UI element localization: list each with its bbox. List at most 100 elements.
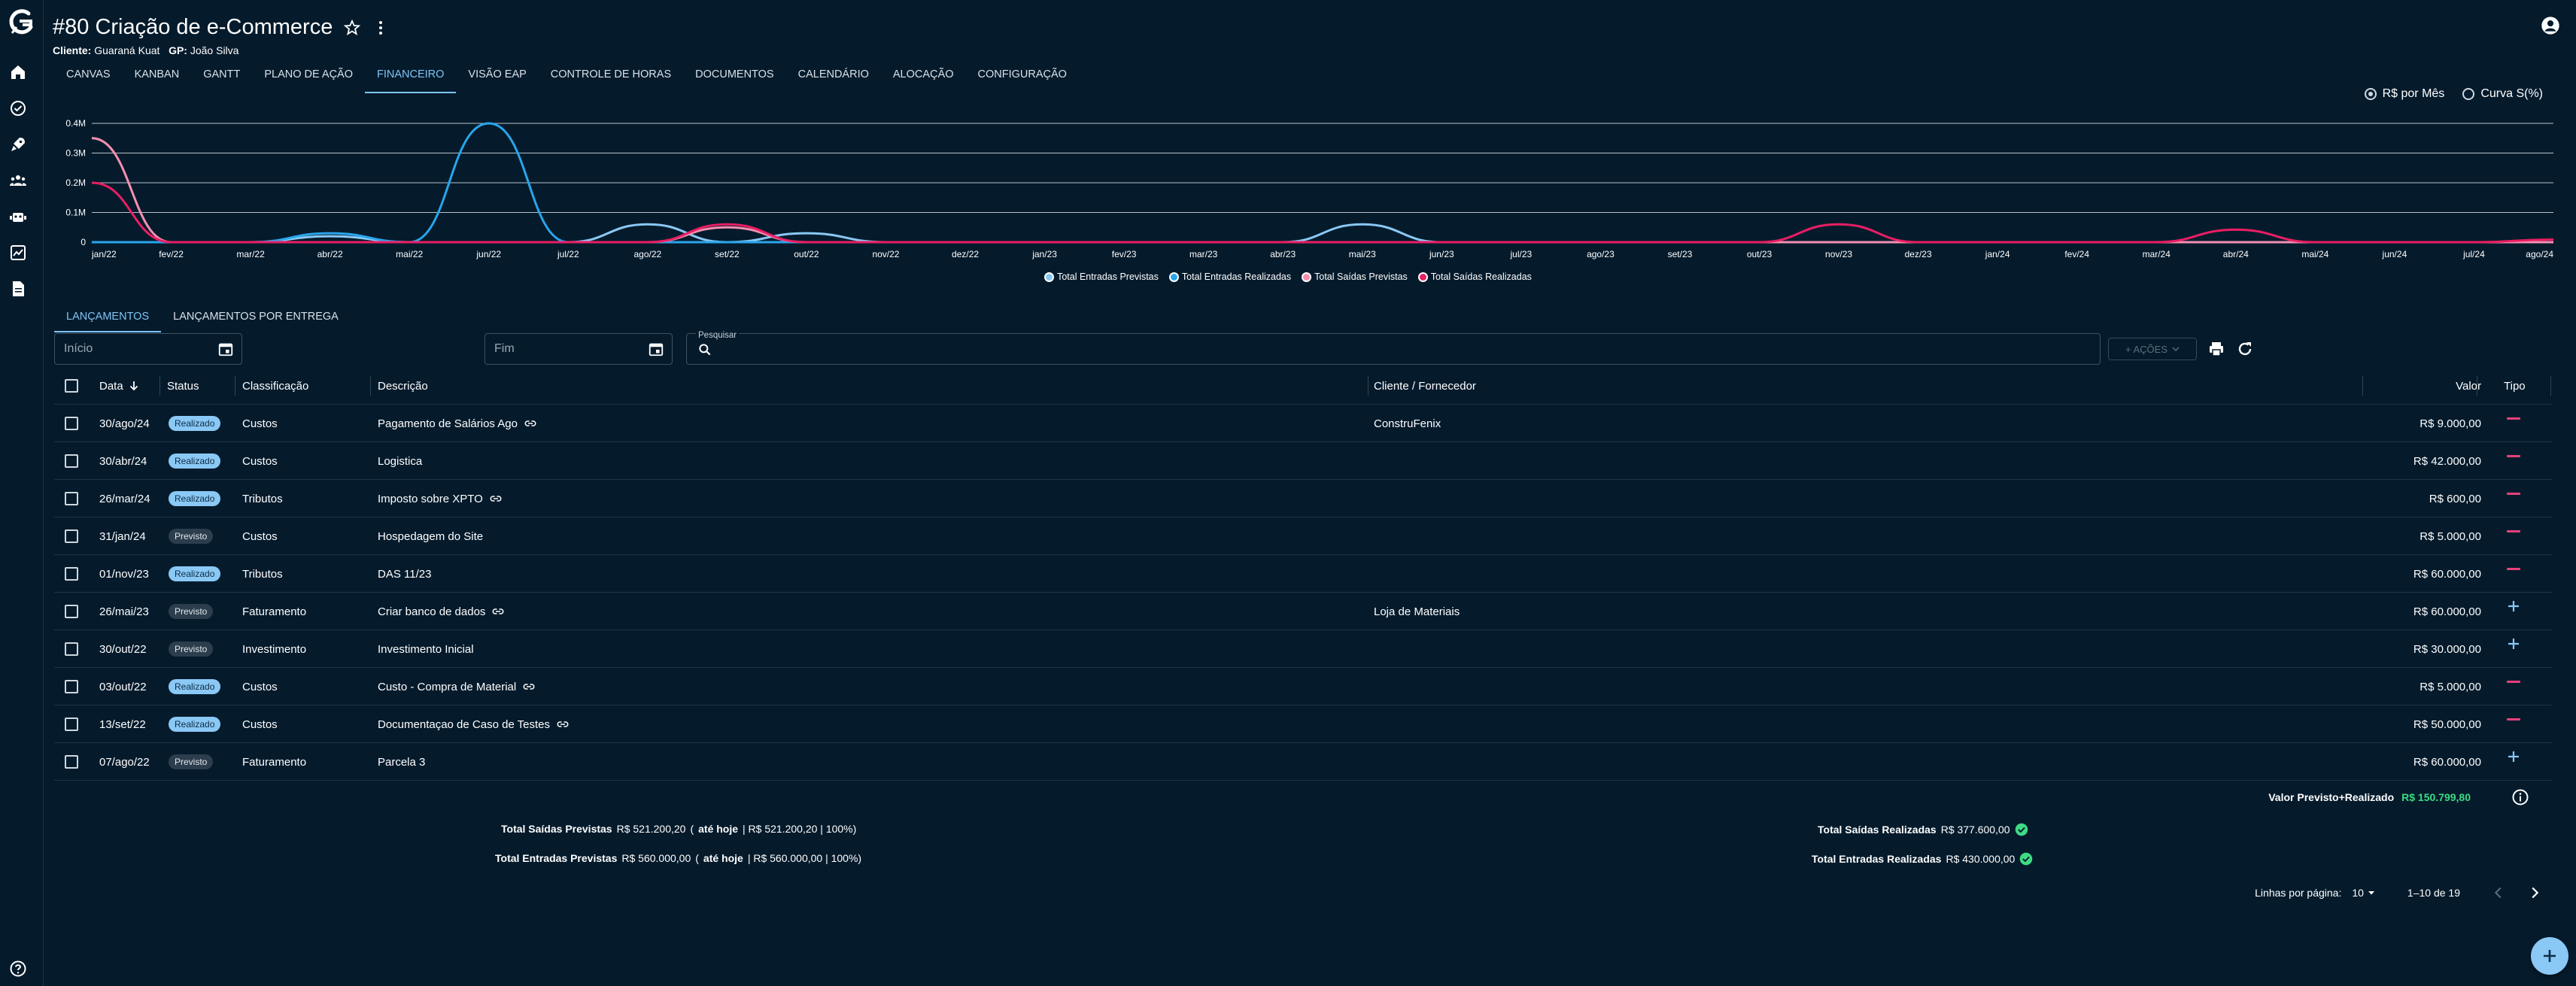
saidas-realizadas-label: Total Saídas Realizadas	[1818, 824, 1937, 836]
calendar-icon[interactable]	[648, 341, 664, 357]
cell-descricao[interactable]: Imposto sobre XPTO	[378, 480, 503, 517]
table-row[interactable]: 01/nov/23 Realizado Tributos DAS 11/23 R$ 60…	[54, 555, 2552, 593]
tab-configuracao[interactable]: CONFIGURAÇÃO	[977, 68, 1067, 80]
cell-valor: R$ 42.000,00	[2413, 454, 2481, 468]
column-header-classificacao[interactable]: Classificação	[242, 379, 309, 393]
more-vert-icon[interactable]	[372, 19, 390, 37]
cell-descricao[interactable]: Pagamento de Salários Ago	[378, 405, 537, 442]
row-checkbox[interactable]	[65, 705, 78, 743]
chevron-left-icon[interactable]	[2490, 884, 2507, 901]
cell-descricao[interactable]: Hospedagem do Site	[378, 517, 483, 555]
legend-item[interactable]: Total Saídas Previstas	[1302, 272, 1408, 282]
row-checkbox[interactable]	[65, 405, 78, 442]
radio-rs-por-mes[interactable]: R$ por Mês	[2364, 87, 2444, 101]
column-header-tipo[interactable]: Tipo	[2504, 379, 2526, 393]
row-checkbox[interactable]	[65, 593, 78, 630]
chevron-right-icon[interactable]	[2526, 884, 2543, 901]
cell-descricao[interactable]: Custo - Compra de Material	[378, 668, 536, 705]
star-icon[interactable]	[343, 19, 361, 37]
cell-valor: R$ 50.000,00	[2413, 718, 2481, 731]
help-icon[interactable]	[9, 960, 27, 978]
select-all-checkbox[interactable]	[65, 367, 78, 405]
plus-icon	[2508, 639, 2519, 649]
row-checkbox[interactable]	[65, 743, 78, 781]
table-row[interactable]: 30/ago/24 Realizado Custos Pagamento de Sal…	[54, 405, 2552, 442]
tab-gantt[interactable]: GANTT	[203, 68, 241, 80]
row-checkbox[interactable]	[65, 442, 78, 480]
link-icon[interactable]	[522, 680, 536, 693]
people-icon[interactable]	[9, 171, 27, 190]
cell-descricao[interactable]: Investimento Inicial	[378, 630, 474, 668]
acoes-button[interactable]: + AÇÕES	[2108, 338, 2197, 360]
chart-icon[interactable]	[9, 244, 27, 262]
tab-financeiro[interactable]: FINANCEIRO	[365, 60, 457, 93]
legend-item[interactable]: Total Entradas Realizadas	[1168, 272, 1291, 282]
tab-alocacao[interactable]: ALOCAÇÃO	[892, 68, 954, 80]
row-checkbox[interactable]	[65, 517, 78, 555]
link-icon[interactable]	[489, 492, 503, 505]
check-circle-nav-icon[interactable]	[9, 99, 27, 117]
legend-item[interactable]: Total Saídas Realizadas	[1417, 272, 1532, 282]
link-icon[interactable]	[556, 718, 570, 731]
rows-per-page-value: 10	[2352, 887, 2364, 899]
cell-descricao[interactable]: Logistica	[378, 442, 422, 480]
subtab-lancamentos-por-entrega[interactable]: LANÇAMENTOS POR ENTREGA	[173, 311, 339, 323]
table-row[interactable]: 07/ago/22 Previsto Faturamento Parcela 3 R$ …	[54, 743, 2552, 781]
tab-plano-de-acao[interactable]: PLANO DE AÇÃO	[264, 68, 353, 80]
column-header-data[interactable]: Data	[99, 367, 140, 405]
home-icon[interactable]	[9, 63, 27, 81]
table-row[interactable]: 26/mar/24 Realizado Tributos Imposto sobre …	[54, 480, 2552, 517]
saidas-previstas-label: Total Saídas Previstas	[501, 823, 612, 835]
cell-descricao[interactable]: Criar banco de dados	[378, 593, 505, 630]
row-checkbox[interactable]	[65, 480, 78, 517]
column-header-descricao[interactable]: Descrição	[378, 379, 428, 393]
refresh-icon[interactable]	[2236, 340, 2254, 358]
document-icon[interactable]	[9, 280, 27, 298]
row-checkbox[interactable]	[65, 555, 78, 593]
table-row[interactable]: 13/set/22 Realizado Custos Documentaçao de …	[54, 705, 2552, 743]
tab-calendario[interactable]: CALENDÁRIO	[797, 68, 869, 80]
tab-controle-de-horas[interactable]: CONTROLE DE HORAS	[550, 68, 672, 80]
app-logo-icon[interactable]	[6, 8, 36, 38]
column-header-cliente-fornecedor[interactable]: Cliente / Fornecedor	[1374, 379, 1476, 393]
entradas-realizadas-value: R$ 430.000,00	[1946, 853, 2016, 865]
radio-unchecked-icon[interactable]	[2462, 88, 2475, 100]
cell-descricao[interactable]: DAS 11/23	[378, 555, 431, 593]
radio-curva-s[interactable]: Curva S(%)	[2462, 87, 2543, 101]
account-icon[interactable]	[2540, 15, 2561, 36]
tab-canvas[interactable]: CANVAS	[66, 68, 111, 80]
robot-icon[interactable]	[9, 208, 27, 226]
table-header-row: Data Status Classificação Descrição Clie…	[54, 367, 2552, 405]
column-header-status[interactable]: Status	[167, 379, 199, 393]
x-tick-label: jan/22	[91, 249, 117, 259]
radio-checked-icon[interactable]	[2364, 88, 2377, 100]
column-header-valor[interactable]: Valor	[2456, 379, 2481, 393]
tab-visao-eap[interactable]: VISÃO EAP	[468, 68, 527, 80]
search-input[interactable]: Pesquisar	[686, 331, 2101, 365]
table-row[interactable]: 30/out/22 Previsto Investimento Investiment…	[54, 630, 2552, 668]
link-icon[interactable]	[491, 605, 505, 618]
cell-descricao[interactable]: Documentaçao de Caso de Testes	[378, 705, 570, 743]
tab-documentos[interactable]: DOCUMENTOS	[695, 68, 774, 80]
table-row[interactable]: 03/out/22 Realizado Custos Custo - Compra d…	[54, 668, 2552, 705]
cell-descricao[interactable]: Parcela 3	[378, 743, 425, 781]
start-date-field[interactable]: Início	[54, 333, 242, 365]
tab-kanban[interactable]: KANBAN	[134, 68, 180, 80]
print-icon[interactable]	[2207, 340, 2225, 358]
rocket-icon[interactable]	[9, 135, 27, 153]
row-checkbox[interactable]	[65, 630, 78, 668]
legend-item[interactable]: Total Entradas Previstas	[1044, 272, 1159, 282]
arrow-down-icon[interactable]	[128, 380, 140, 392]
link-icon[interactable]	[524, 417, 537, 430]
subtab-lancamentos[interactable]: LANÇAMENTOS	[54, 302, 162, 332]
rows-per-page-select[interactable]: 10	[2352, 887, 2376, 899]
table-row[interactable]: 30/abr/24 Realizado Custos Logistica R$ 42.0…	[54, 442, 2552, 480]
row-checkbox[interactable]	[65, 668, 78, 705]
end-date-field[interactable]: Fim	[485, 333, 673, 365]
table-row[interactable]: 26/mai/23 Previsto Faturamento Criar banco …	[54, 593, 2552, 630]
table-row[interactable]: 31/jan/24 Previsto Custos Hospedagem do Sit…	[54, 517, 2552, 555]
calendar-icon[interactable]	[217, 341, 234, 357]
info-icon[interactable]	[2511, 788, 2529, 806]
x-tick-label: abr/23	[1270, 249, 1296, 259]
add-lancamento-button[interactable]	[2531, 937, 2568, 975]
